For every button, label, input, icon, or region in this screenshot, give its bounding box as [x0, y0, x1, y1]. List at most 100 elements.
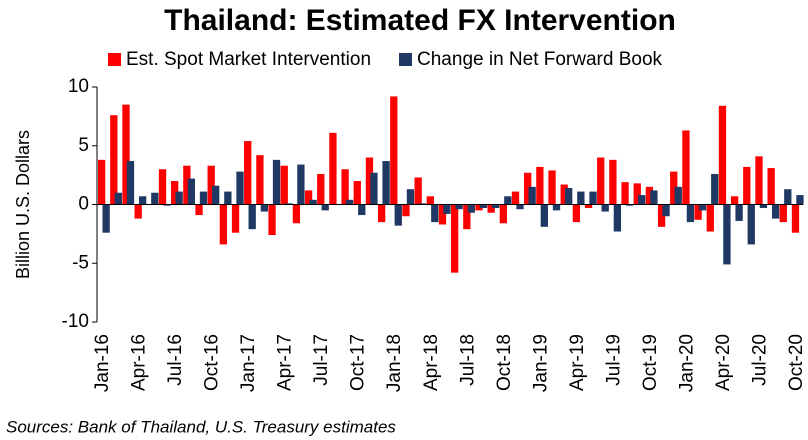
x-tick-label: Oct-17 [348, 334, 369, 391]
bar [341, 169, 349, 205]
bar [207, 165, 215, 205]
x-tick-label: Jul-19 [603, 334, 624, 386]
bar [511, 191, 520, 205]
bar [431, 204, 439, 223]
legend-label: Change in Net Forward Book [417, 49, 663, 70]
legend-swatch [108, 53, 121, 66]
bar [114, 192, 122, 205]
x-tick-label: Jan-18 [384, 334, 405, 392]
bar [438, 204, 447, 225]
bar [98, 159, 106, 205]
bar [560, 184, 568, 205]
bar [743, 166, 751, 205]
bar [256, 155, 264, 205]
bar [382, 161, 390, 205]
bar [426, 196, 434, 205]
bar [358, 204, 366, 216]
legend-swatch [399, 53, 413, 66]
x-tick-label: Apr-17 [275, 334, 296, 391]
bar [280, 165, 288, 205]
bar [548, 170, 556, 205]
y-tick-label: 5 [78, 135, 89, 156]
bar [711, 173, 719, 205]
x-tick-label: Jan-19 [530, 334, 551, 392]
x-tick-label: Oct-18 [494, 334, 515, 391]
y-tick-label: -10 [62, 311, 89, 332]
x-tick-label: Jan-20 [676, 334, 697, 392]
bar [285, 203, 293, 205]
bar [370, 172, 378, 205]
bar [735, 204, 743, 221]
bar [183, 165, 191, 205]
bar [134, 204, 142, 219]
bar [638, 195, 646, 205]
bar [231, 204, 240, 233]
y-tick-label: 10 [68, 76, 89, 97]
bar [491, 204, 500, 209]
x-tick-label: Oct-19 [640, 334, 661, 391]
bar [475, 204, 483, 211]
bar [317, 173, 325, 205]
bar [414, 177, 422, 205]
bar [110, 115, 118, 205]
bar [163, 204, 171, 206]
bar [219, 204, 228, 245]
bar [236, 171, 244, 205]
bar [212, 185, 220, 205]
bar [394, 204, 402, 226]
bar [158, 169, 167, 205]
bar [755, 156, 763, 205]
bar [730, 196, 739, 205]
bar [779, 204, 787, 223]
bar [577, 191, 585, 205]
x-tick-label: Jul-20 [749, 334, 770, 386]
x-tick-label: Oct-20 [786, 334, 807, 391]
bar [504, 196, 512, 205]
bar [625, 204, 634, 206]
bar [791, 204, 800, 233]
bar [565, 188, 573, 205]
bar [443, 204, 451, 214]
bar [528, 186, 536, 205]
bar [353, 181, 361, 205]
bar [796, 195, 804, 205]
bar [584, 204, 593, 209]
bar [467, 204, 475, 213]
bar [260, 204, 269, 212]
bar [151, 192, 159, 205]
bar [126, 161, 135, 205]
bar [479, 204, 488, 209]
bar [297, 164, 305, 205]
bar [767, 168, 775, 205]
bar [187, 178, 195, 205]
bar [759, 204, 768, 209]
bar [694, 204, 702, 220]
bar [377, 204, 386, 223]
bar [248, 204, 256, 230]
bar [572, 204, 581, 223]
bar [589, 191, 597, 205]
source: Sources: Bank of Thailand, U.S. Treasury… [6, 417, 396, 436]
x-tick-label: Jul-18 [457, 334, 478, 386]
bar [304, 190, 313, 205]
bar [268, 204, 276, 236]
chart-title: Thailand: Estimated FX Intervention [164, 4, 676, 37]
bar [418, 203, 427, 205]
bar [122, 104, 130, 205]
x-tick-label: Apr-19 [567, 334, 588, 391]
x-tick-label: Apr-20 [713, 334, 734, 391]
bar [723, 204, 731, 265]
x-tick-label: Jul-17 [311, 334, 332, 386]
bar [536, 166, 544, 205]
y-tick-label: -5 [72, 252, 89, 273]
bar [657, 204, 666, 227]
y-axis-label: Billion U.S. Dollars [13, 130, 33, 279]
bar [540, 204, 548, 227]
bar [195, 204, 203, 216]
bar [463, 204, 471, 230]
bar [138, 196, 147, 205]
bar [771, 204, 780, 219]
bar [171, 181, 179, 205]
bar [686, 204, 695, 223]
